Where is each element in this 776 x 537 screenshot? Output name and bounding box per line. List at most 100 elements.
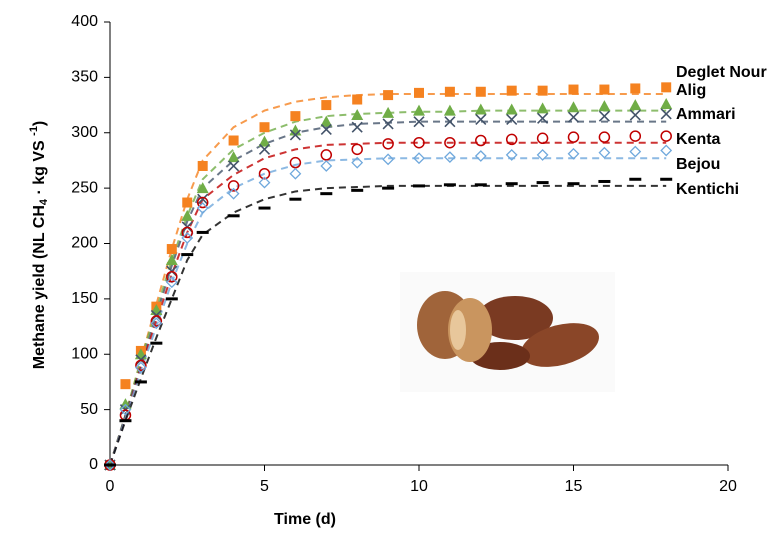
y-tick-label: 0 — [89, 456, 98, 473]
y-tick-label: 50 — [80, 401, 98, 418]
x-tick-label: 20 — [719, 478, 737, 495]
marker — [661, 82, 672, 93]
y-tick-label: 200 — [71, 235, 98, 252]
marker — [165, 254, 178, 266]
fit-line — [109, 120, 667, 466]
marker — [475, 134, 487, 147]
legend-label: Deglet Nour — [676, 64, 767, 81]
marker — [474, 150, 487, 162]
fit-line — [109, 141, 667, 466]
marker — [320, 115, 333, 127]
marker — [258, 176, 271, 189]
marker — [536, 148, 549, 161]
marker — [444, 116, 456, 128]
marker — [228, 160, 240, 172]
marker — [134, 361, 147, 374]
marker — [475, 113, 487, 126]
marker — [258, 135, 271, 147]
marker — [382, 138, 394, 150]
marker — [258, 167, 271, 180]
y-tick-label: 150 — [71, 290, 98, 307]
marker — [196, 182, 209, 194]
fit-line — [109, 157, 667, 466]
marker — [599, 84, 610, 95]
y-label-sup: -1 — [28, 126, 40, 136]
marker — [629, 99, 642, 111]
marker — [290, 111, 301, 122]
marker — [567, 147, 580, 160]
marker — [660, 97, 673, 109]
marker — [181, 232, 194, 244]
marker — [660, 130, 672, 142]
marker — [443, 104, 456, 116]
marker — [598, 146, 611, 159]
fit-line — [109, 184, 667, 466]
marker — [475, 86, 486, 97]
marker — [474, 103, 487, 115]
marker — [119, 403, 132, 416]
marker — [321, 100, 332, 111]
marker — [413, 116, 425, 128]
y-tick-label: 300 — [71, 124, 98, 141]
marker — [568, 84, 579, 95]
marker — [444, 86, 455, 97]
marker — [196, 196, 209, 209]
marker — [227, 180, 240, 192]
marker — [383, 90, 394, 101]
marker — [505, 148, 518, 161]
x-tick-label: 0 — [106, 478, 115, 495]
legend-label: Bejou — [676, 156, 720, 173]
y-label-part: Methane yield (NL CH — [31, 205, 48, 369]
marker — [630, 83, 641, 94]
marker — [166, 244, 177, 255]
marker — [506, 85, 517, 96]
legend-label: Kentichi — [676, 181, 739, 198]
legend-label: Ammari — [676, 106, 736, 123]
marker — [352, 94, 363, 105]
marker — [165, 276, 178, 289]
marker — [660, 108, 672, 120]
marker — [258, 143, 271, 155]
marker — [443, 151, 456, 164]
marker — [197, 193, 209, 205]
marker — [537, 85, 548, 96]
marker — [413, 152, 425, 165]
marker — [150, 317, 163, 330]
marker — [351, 143, 363, 156]
marker — [181, 209, 194, 221]
marker — [227, 151, 240, 163]
marker — [320, 149, 333, 161]
marker — [598, 100, 611, 112]
marker — [567, 111, 580, 123]
y-label-sub: 4 — [38, 198, 50, 205]
legend-label: Kenta — [676, 131, 721, 148]
marker — [413, 136, 425, 149]
marker — [505, 133, 518, 146]
y-tick-label: 100 — [71, 345, 98, 362]
marker — [320, 123, 332, 135]
marker — [196, 202, 209, 214]
y-tick-label: 400 — [71, 13, 98, 30]
marker — [505, 103, 518, 115]
marker — [351, 121, 363, 133]
marker — [382, 153, 395, 166]
y-tick-label: 250 — [71, 179, 98, 196]
x-tick-label: 5 — [260, 478, 269, 495]
y-axis-label: Methane yield (NL CH4 · kg VS -1) — [28, 121, 50, 370]
x-axis-label: Time (d) — [274, 511, 336, 528]
marker — [660, 144, 673, 157]
marker — [135, 359, 147, 372]
marker — [506, 113, 518, 126]
marker — [351, 156, 364, 169]
marker — [181, 226, 193, 239]
marker — [629, 145, 642, 158]
marker — [413, 104, 425, 116]
marker — [289, 129, 301, 141]
marker — [414, 87, 424, 98]
y-label-part: ) — [31, 121, 48, 126]
marker — [536, 132, 549, 145]
x-tick-label: 15 — [565, 478, 583, 495]
fit-line — [109, 109, 667, 466]
marker — [351, 109, 364, 121]
